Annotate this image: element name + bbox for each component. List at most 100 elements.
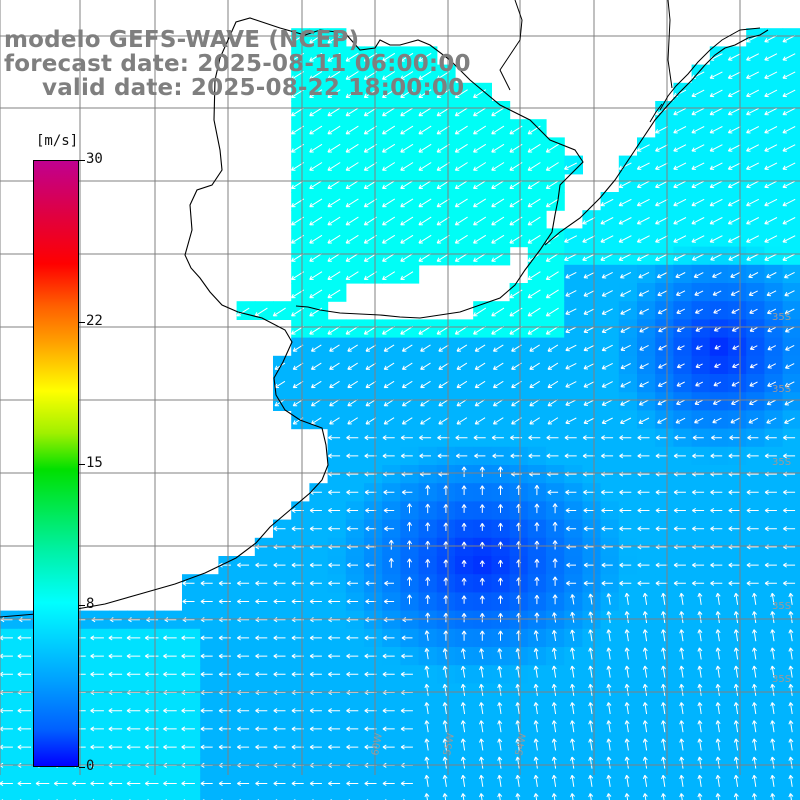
wind-arrow	[624, 738, 630, 751]
wind-arrow	[713, 381, 722, 387]
wind-arrow	[679, 592, 685, 605]
wind-arrow	[533, 738, 539, 751]
wind-arrow	[144, 708, 159, 714]
wind-arrow	[601, 326, 613, 334]
wind-arrow	[656, 272, 668, 279]
wind-arrow	[17, 635, 32, 641]
wind-arrow	[782, 162, 796, 170]
wind-arrow	[570, 793, 575, 800]
wind-arrow	[658, 345, 667, 351]
wind-arrow	[460, 665, 466, 678]
wind-arrow	[691, 162, 705, 170]
wind-arrow	[770, 629, 776, 642]
wind-arrow	[273, 780, 286, 787]
wind-arrow	[456, 417, 468, 425]
wind-arrow	[764, 507, 777, 514]
wind-arrow	[691, 107, 705, 116]
wind-arrow	[473, 180, 487, 189]
wind-arrow	[382, 234, 396, 244]
wind-arrow	[529, 362, 540, 370]
wind-arrow	[783, 562, 796, 568]
wind-arrow	[163, 744, 177, 750]
wind-arrow	[479, 648, 485, 660]
wind-arrow	[346, 671, 359, 677]
wind-arrow	[788, 647, 794, 660]
wind-arrow	[770, 592, 776, 605]
wind-arrow	[636, 235, 650, 243]
wind-arrow	[655, 435, 668, 441]
wind-arrow	[752, 592, 757, 605]
wind-arrow	[733, 793, 739, 800]
wind-arrow	[679, 720, 685, 733]
wind-arrow	[695, 363, 703, 369]
wind-arrow	[345, 52, 359, 62]
wind-arrow	[534, 484, 540, 496]
wind-arrow	[181, 671, 195, 677]
wind-arrow	[273, 580, 286, 586]
wind-speed-cell	[145, 792, 165, 800]
wind-arrow	[606, 665, 612, 678]
wind-arrow	[583, 290, 595, 297]
coastline	[0, 17, 584, 618]
wind-arrow	[491, 143, 505, 153]
wind-arrow	[461, 595, 467, 604]
wind-arrow	[418, 125, 432, 135]
wind-arrow	[642, 611, 648, 624]
wind-arrow	[710, 562, 723, 568]
wind-arrow	[784, 308, 795, 315]
axis-labels: 35S 35S 35S 35S 35S 60W 55W 54W	[370, 312, 791, 757]
wind-arrow	[601, 290, 613, 297]
wind-arrow	[727, 107, 741, 116]
latitude-label: 35S	[772, 384, 791, 395]
wind-arrow	[237, 598, 250, 605]
wind-arrow	[382, 180, 396, 189]
wind-arrow	[748, 272, 759, 279]
wind-arrow	[255, 580, 268, 586]
wind-arrow	[309, 71, 323, 80]
wind-arrow	[527, 289, 541, 299]
colorbar-tick-mark	[79, 321, 85, 323]
wind-arrow	[565, 399, 577, 406]
wind-arrow	[624, 592, 630, 605]
wind-arrow	[424, 774, 430, 787]
wind-arrow	[727, 53, 741, 61]
wind-arrow	[491, 162, 505, 171]
wind-arrow	[565, 362, 577, 370]
wind-arrow	[694, 417, 704, 424]
wind-arrow	[564, 253, 578, 261]
wind-arrow	[90, 726, 104, 732]
wind-arrow	[273, 744, 286, 750]
wind-arrow	[292, 399, 304, 407]
wind-arrow	[181, 726, 195, 732]
wind-arrow	[401, 362, 413, 370]
wind-arrow	[784, 399, 795, 406]
wind-arrow	[657, 417, 668, 424]
wind-speed-cell	[91, 792, 110, 800]
wind-arrow	[551, 738, 557, 751]
wind-arrow	[752, 720, 757, 733]
wind-arrow	[588, 756, 594, 769]
wind-arrow	[456, 380, 468, 389]
wind-arrow	[691, 89, 705, 98]
wind-arrow	[606, 611, 612, 624]
wind-arrow	[126, 635, 141, 641]
wind-arrow	[460, 738, 466, 751]
wind-arrow	[679, 756, 685, 769]
wind-arrow	[606, 647, 612, 660]
wind-arrow	[565, 526, 577, 532]
wind-arrow	[491, 125, 505, 135]
wind-arrow	[582, 453, 595, 459]
wind-speed-cell	[618, 792, 638, 800]
wind-arrow	[425, 577, 431, 586]
wind-arrow	[692, 453, 704, 459]
wind-arrow	[547, 489, 559, 495]
wind-arrow	[709, 235, 723, 243]
wind-arrow	[692, 489, 705, 495]
wind-arrow	[618, 235, 632, 243]
wind-arrow	[767, 363, 777, 369]
wind-arrow	[782, 253, 796, 261]
wind-arrow	[456, 362, 468, 370]
wind-arrow	[565, 326, 577, 334]
wind-arrow	[534, 558, 540, 568]
wind-arrow	[784, 290, 795, 297]
